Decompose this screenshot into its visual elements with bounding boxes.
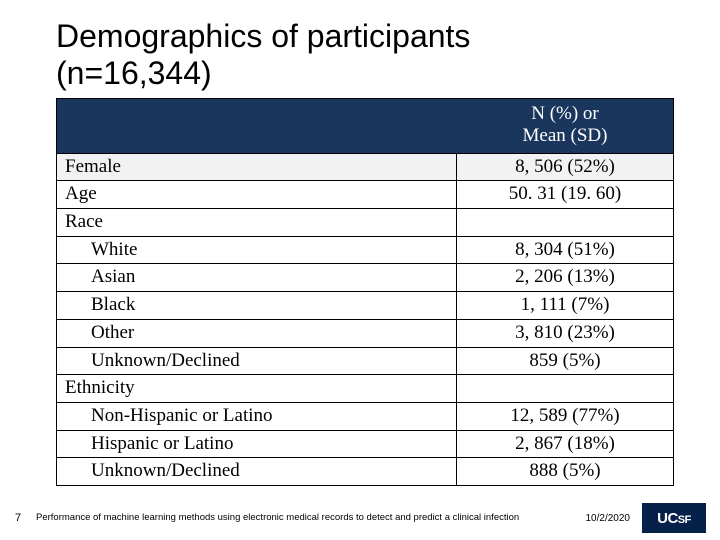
table-row: Hispanic or Latino2, 867 (18%) [57,431,673,459]
row-value: 2, 867 (18%) [457,431,673,458]
row-label: Other [57,320,457,347]
row-value [457,375,673,402]
row-value: 888 (5%) [457,458,673,485]
header-value-line1: N (%) or [531,103,599,124]
row-value: 2, 206 (13%) [457,264,673,291]
row-label: Female [57,154,457,181]
table-row: Asian2, 206 (13%) [57,264,673,292]
row-value: 8, 304 (51%) [457,237,673,264]
row-label: Race [57,209,457,236]
row-value: 3, 810 (23%) [457,320,673,347]
demographics-table: N (%) or Mean (SD) Female8, 506 (52%)Age… [56,98,674,486]
row-label: Unknown/Declined [57,458,457,485]
row-label: White [57,237,457,264]
header-value: N (%) or Mean (SD) [457,99,673,153]
table-row: Non-Hispanic or Latino12, 589 (77%) [57,403,673,431]
ucsf-logo: UCSF [642,503,706,533]
footer: 7 Performance of machine learning method… [0,496,720,540]
footer-date: 10/2/2020 [586,513,643,524]
logo-text: UCSF [657,510,691,527]
row-label: Unknown/Declined [57,348,457,375]
row-value: 50. 31 (19. 60) [457,181,673,208]
page-number: 7 [0,512,36,524]
slide-title: Demographics of participants (n=16,344) [56,18,470,92]
table-row: Ethnicity [57,375,673,403]
row-label: Hispanic or Latino [57,431,457,458]
table-row: Unknown/Declined859 (5%) [57,348,673,376]
title-line-1: Demographics of participants [56,18,470,54]
table-row: Female8, 506 (52%) [57,154,673,182]
row-label: Black [57,292,457,319]
header-value-line2: Mean (SD) [523,125,608,146]
table-row: Race [57,209,673,237]
table-row: Other3, 810 (23%) [57,320,673,348]
row-value: 1, 111 (7%) [457,292,673,319]
row-value: 12, 589 (77%) [457,403,673,430]
table-row: Black1, 111 (7%) [57,292,673,320]
slide: Demographics of participants (n=16,344) … [0,0,720,540]
table-header: N (%) or Mean (SD) [57,99,673,154]
row-value: 8, 506 (52%) [457,154,673,181]
header-label-blank [57,99,457,153]
footer-text: Performance of machine learning methods … [36,512,586,523]
row-value: 859 (5%) [457,348,673,375]
table-row: White8, 304 (51%) [57,237,673,265]
table-body: Female8, 506 (52%)Age50. 31 (19. 60)Race… [57,154,673,485]
row-label: Age [57,181,457,208]
row-label: Non-Hispanic or Latino [57,403,457,430]
table-row: Unknown/Declined888 (5%) [57,458,673,485]
table-row: Age50. 31 (19. 60) [57,181,673,209]
row-value [457,209,673,236]
title-line-2: (n=16,344) [56,55,212,91]
row-label: Asian [57,264,457,291]
row-label: Ethnicity [57,375,457,402]
